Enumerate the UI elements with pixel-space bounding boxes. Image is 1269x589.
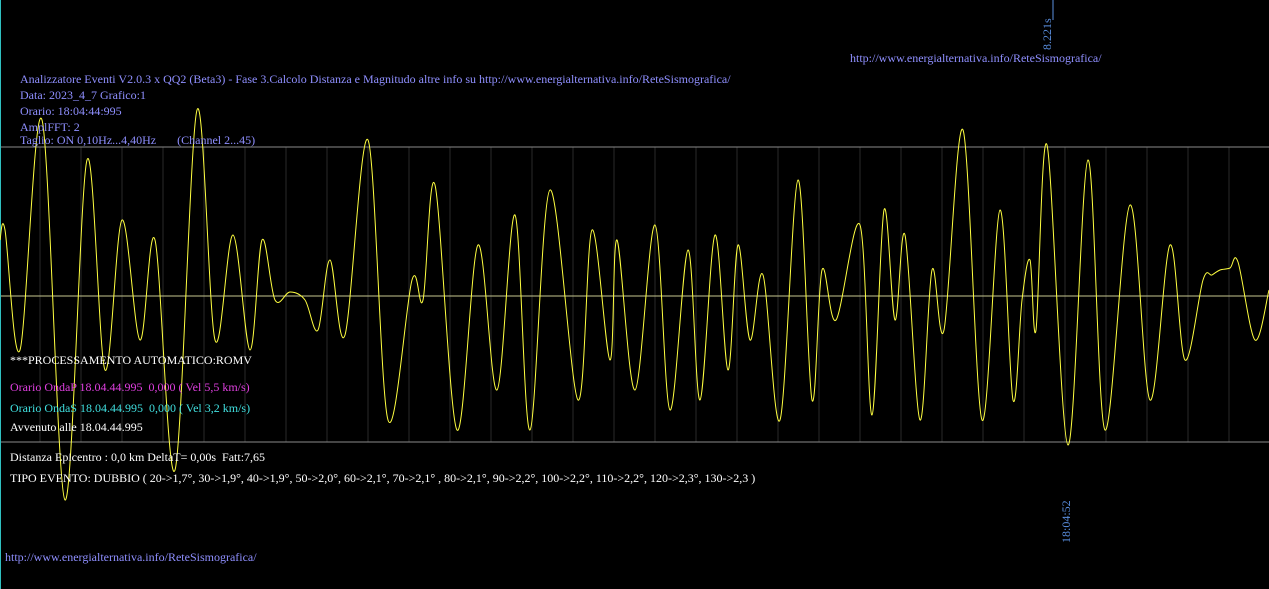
top-url: http://www.energialternativa.info/ReteSi… xyxy=(850,51,1102,65)
waveform xyxy=(0,108,1269,501)
top-time-marker: 8.221s xyxy=(1040,18,1054,50)
bottom-time-marker: 18:04:52 xyxy=(1059,500,1073,543)
header-line: Data: 2023_4_7 Grafico:1 xyxy=(20,88,146,102)
processing-title: ***PROCESSAMENTO AUTOMATICO:ROMV xyxy=(10,353,252,367)
wave-p-time: Orario OndaP 18.04.44.995 0,000 ( Vel 5,… xyxy=(10,380,250,394)
header-line: Analizzatore Eventi V2.0.3 x QQ2 (Beta3)… xyxy=(20,72,731,86)
event-type: TIPO EVENTO: DUBBIO ( 20->1,7°, 30->1,9°… xyxy=(10,471,755,485)
footer-url: http://www.energialternativa.info/ReteSi… xyxy=(5,550,257,564)
header-line: Taglio: ON 0,10Hz...4,40Hz (Channel 2...… xyxy=(20,133,255,147)
wave-s-time: Orario OndaS 18.04.44.995 0,000 ( Vel 3,… xyxy=(10,401,250,415)
header-line: Orario: 18:04:44:995 xyxy=(20,104,122,118)
epicenter-distance: Distanza Epicentro : 0,0 km DeltaT= 0,00… xyxy=(10,450,265,464)
header-line: AmplFFT: 2 xyxy=(20,120,80,134)
occurred-time: Avvenuto alle 18.04.44.995 xyxy=(10,420,143,434)
